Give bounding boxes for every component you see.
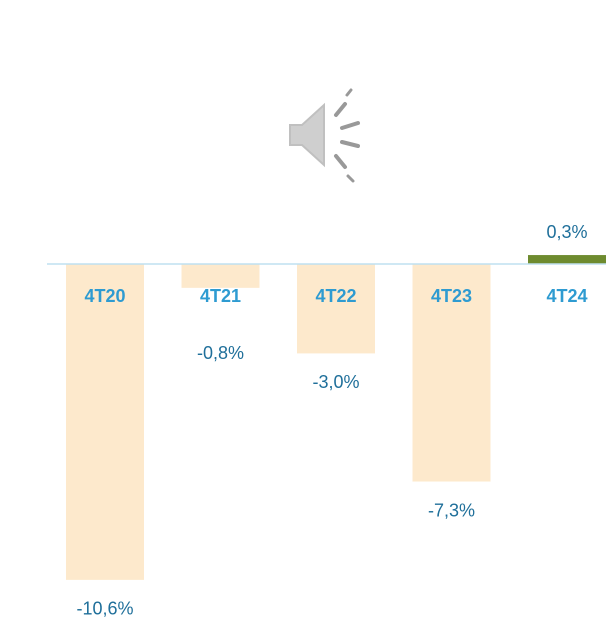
category-label: 4T22 [315,286,356,306]
speaker-icon [289,88,360,183]
value-label: -3,0% [312,372,359,392]
category-label: 4T24 [546,286,587,306]
value-label: -0,8% [197,343,244,363]
category-label: 4T20 [84,286,125,306]
category-label: 4T21 [200,286,241,306]
value-label: -7,3% [428,500,475,520]
value-label: -10,6% [76,599,133,618]
category-label: 4T23 [431,286,472,306]
bar [66,264,144,580]
bar [528,255,606,264]
bar [297,264,375,354]
bar [181,264,260,288]
value-label: 0,3% [546,222,587,242]
bar [412,264,491,482]
